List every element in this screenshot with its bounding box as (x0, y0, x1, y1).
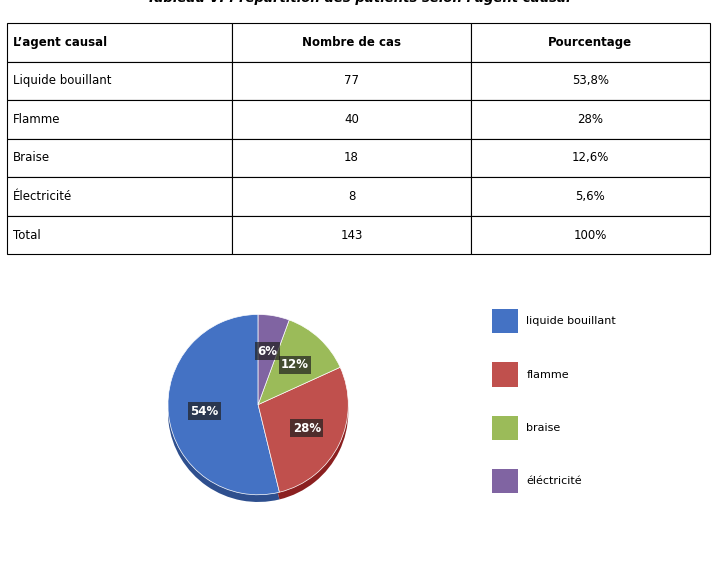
Text: Flamme: Flamme (13, 113, 60, 126)
Text: 5,6%: 5,6% (576, 190, 605, 203)
Text: éléctricité: éléctricité (526, 476, 582, 486)
Text: 53,8%: 53,8% (572, 75, 609, 87)
FancyBboxPatch shape (471, 139, 710, 177)
Text: 100%: 100% (574, 228, 607, 242)
Text: 18: 18 (344, 151, 359, 165)
Wedge shape (168, 321, 288, 502)
Text: 28%: 28% (577, 113, 604, 126)
Text: 54%: 54% (190, 405, 219, 417)
Wedge shape (248, 321, 289, 442)
Text: flamme: flamme (526, 369, 569, 380)
FancyBboxPatch shape (7, 62, 232, 100)
Text: Braise: Braise (13, 151, 50, 165)
Text: 6%: 6% (257, 345, 277, 358)
Wedge shape (231, 327, 340, 440)
FancyBboxPatch shape (7, 23, 232, 62)
FancyBboxPatch shape (471, 177, 710, 216)
Wedge shape (228, 375, 348, 499)
Text: braise: braise (526, 423, 561, 433)
FancyBboxPatch shape (471, 62, 710, 100)
Text: 77: 77 (344, 75, 359, 87)
Text: 28%: 28% (293, 422, 320, 435)
FancyBboxPatch shape (471, 216, 710, 254)
Text: liquide bouillant: liquide bouillant (526, 316, 616, 326)
FancyBboxPatch shape (232, 216, 471, 254)
Bar (492, 309, 518, 334)
FancyBboxPatch shape (471, 23, 710, 62)
FancyBboxPatch shape (7, 100, 232, 139)
Wedge shape (258, 367, 348, 492)
Text: Total: Total (13, 228, 41, 242)
Text: 8: 8 (348, 190, 355, 203)
Text: 12%: 12% (281, 358, 309, 372)
Text: 143: 143 (341, 228, 363, 242)
Wedge shape (258, 320, 340, 405)
Text: Nombre de cas: Nombre de cas (302, 36, 401, 49)
Bar (492, 362, 518, 387)
Bar (492, 469, 518, 494)
FancyBboxPatch shape (232, 23, 471, 62)
FancyBboxPatch shape (232, 139, 471, 177)
Text: 40: 40 (344, 113, 359, 126)
Wedge shape (258, 314, 289, 405)
FancyBboxPatch shape (232, 177, 471, 216)
Text: Pourcentage: Pourcentage (549, 36, 632, 49)
Text: L’agent causal: L’agent causal (13, 36, 107, 49)
FancyBboxPatch shape (232, 100, 471, 139)
FancyBboxPatch shape (7, 216, 232, 254)
Text: Électricité: Électricité (13, 190, 72, 203)
Bar (492, 416, 518, 440)
Text: Tableau VI : répartition des patients selon l'agent causal: Tableau VI : répartition des patients se… (147, 0, 570, 5)
Text: 12,6%: 12,6% (571, 151, 609, 165)
FancyBboxPatch shape (7, 139, 232, 177)
FancyBboxPatch shape (232, 62, 471, 100)
Text: Liquide bouillant: Liquide bouillant (13, 75, 111, 87)
FancyBboxPatch shape (7, 177, 232, 216)
Wedge shape (168, 314, 280, 495)
FancyBboxPatch shape (471, 100, 710, 139)
